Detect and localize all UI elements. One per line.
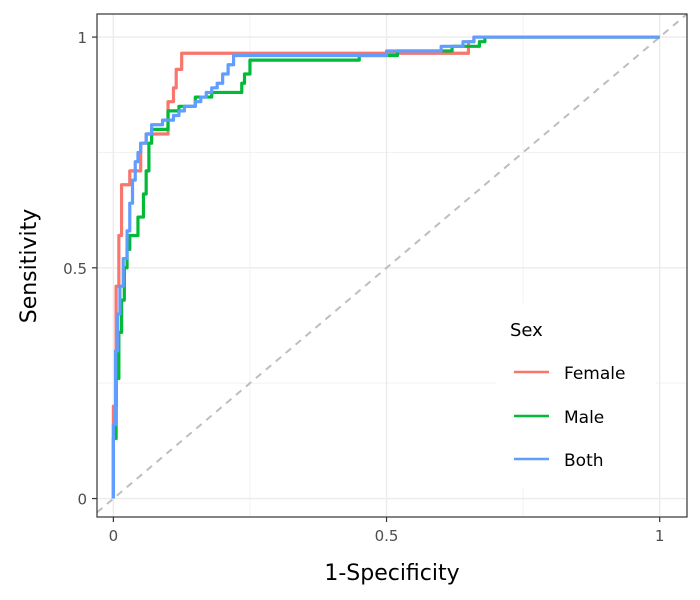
legend-title: Sex (510, 320, 543, 341)
y-tick-label: 0.5 (63, 260, 87, 278)
panel-border (96, 13, 688, 518)
legend-label-both: Both (564, 451, 604, 471)
y-axis-title: Sensitivity (17, 209, 42, 324)
x-tick-label: 0.5 (375, 527, 399, 545)
legend-label-male: Male (564, 408, 604, 428)
series-line-male (111, 35, 660, 499)
x-axis-ticks: 0 0.5 1 (109, 517, 665, 545)
x-tick-label: 1 (655, 527, 665, 545)
reference-diagonal-line (97, 14, 687, 514)
legend-background (496, 303, 656, 487)
legend: Sex Female Male Both (496, 303, 656, 487)
series-lines (111, 35, 660, 499)
series-line-female (111, 35, 660, 499)
y-tick-label: 1 (77, 29, 87, 47)
x-tick-label: 0 (109, 527, 119, 545)
series-line-both (111, 35, 660, 499)
x-axis-title: 1-Specificity (324, 561, 459, 586)
y-axis-ticks: 00.51 (63, 29, 97, 509)
y-tick-label: 0 (77, 491, 87, 509)
legend-label-female: Female (564, 364, 625, 384)
